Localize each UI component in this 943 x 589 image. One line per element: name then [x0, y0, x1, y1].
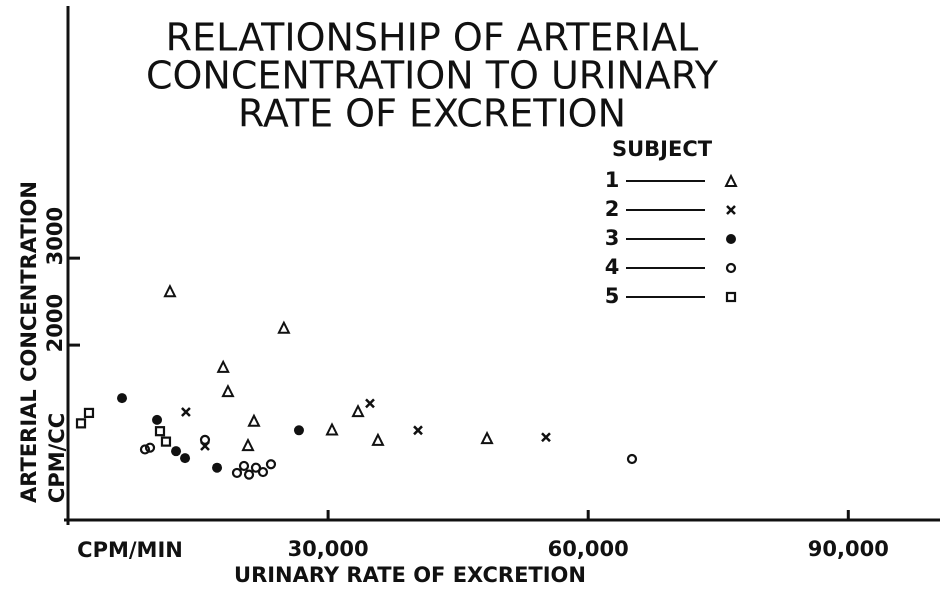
legend-label: 4 [605, 255, 620, 279]
data-point [75, 418, 87, 429]
data-point [152, 414, 163, 425]
legend-marker [726, 234, 736, 244]
data-point [265, 459, 277, 470]
data-point [277, 320, 291, 334]
chart-title: CONCENTRATION TO URINARY [146, 54, 719, 98]
legend-label: 5 [605, 284, 620, 308]
data-point [180, 453, 191, 464]
data-point [171, 446, 182, 457]
data-point [181, 407, 191, 417]
data-point [325, 422, 339, 436]
data-point [199, 434, 211, 445]
x-tick-label: 60,000 [548, 537, 629, 561]
x-tick-label: 90,000 [808, 537, 889, 561]
data-point [117, 393, 128, 404]
legend-label: 1 [605, 168, 620, 192]
legend-label: 2 [605, 197, 620, 221]
data-point [626, 453, 638, 465]
chart-title: RATE OF EXCRETION [238, 92, 626, 136]
legend-marker [725, 291, 737, 303]
data-point [243, 469, 255, 480]
data-point [365, 398, 375, 409]
data-point [541, 432, 551, 443]
legend-marker [726, 205, 736, 215]
data-point [371, 432, 385, 446]
x-axis-label: URINARY RATE OF EXCRETION [234, 563, 586, 587]
y-axis-label: CPM/CC [45, 413, 69, 503]
data-point [231, 467, 243, 479]
data-point [250, 462, 262, 473]
legend-title: SUBJECT [612, 137, 713, 161]
data-point [144, 442, 156, 453]
data-point [83, 407, 95, 419]
chart-title: RELATIONSHIP OF ARTERIAL [166, 16, 699, 60]
data-point [216, 359, 230, 373]
data-point [480, 430, 494, 445]
y-axis-label: ARTERIAL CONCENTRATION [17, 181, 41, 503]
data-point [154, 426, 166, 437]
x-tick-label: 30,000 [288, 537, 369, 561]
data-point [139, 444, 151, 455]
data-point [293, 425, 304, 436]
y-tick-label: 2000 [43, 294, 67, 352]
data-point [238, 460, 250, 472]
data-point [221, 383, 235, 398]
data-point [212, 462, 223, 473]
y-tick-label: 3000 [43, 207, 67, 265]
x-unit-label: CPM/MIN [77, 538, 183, 562]
legend-label: 3 [605, 226, 620, 250]
data-point [247, 413, 261, 427]
data-point [351, 403, 365, 418]
data-point [257, 466, 269, 478]
legend-marker [725, 262, 737, 274]
data-point [163, 283, 177, 298]
legend-marker [724, 173, 738, 187]
data-point [413, 425, 423, 436]
data-point [241, 437, 255, 452]
data-point [160, 436, 172, 447]
